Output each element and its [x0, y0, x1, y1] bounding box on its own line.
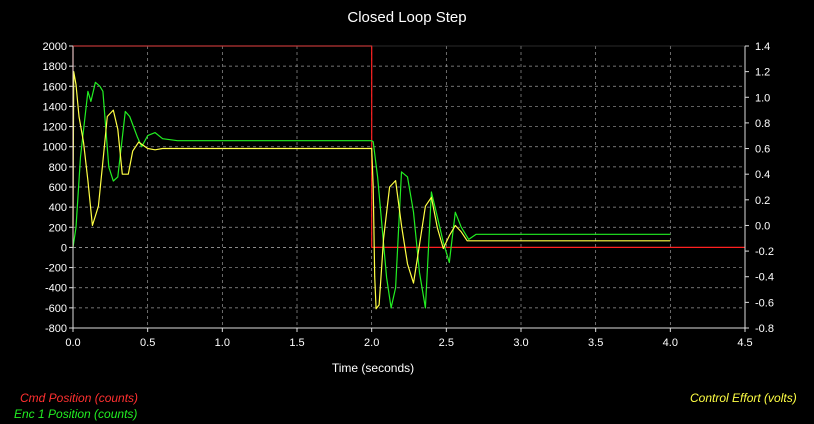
x-axis-label: Time (seconds) [331, 361, 415, 375]
y-left-tick-label: 1800 [43, 61, 67, 73]
tick-labels: 0.0 0.5 1.0 1.5 2.0 2.5 3.0 3.5 4.0 4.52000180016… [43, 41, 774, 349]
series-line-enc-1-position-counts [72, 81, 671, 309]
chart-title: Closed Loop Step [347, 9, 467, 26]
y-right-tick-label: -0.2 [755, 246, 774, 258]
x-tick-label: 1.5 [289, 337, 304, 349]
y-left-tick-label: 1400 [43, 101, 67, 113]
y-left-tick-label: -800 [45, 323, 67, 335]
y-right-tick-label: 0.2 [755, 195, 770, 207]
x-tick-label: 3.0 [513, 337, 528, 349]
x-tick-label: 1.0 [215, 337, 230, 349]
x-tick-label: 4.0 [663, 337, 678, 349]
y-left-tick-label: 1200 [43, 122, 67, 134]
y-left-tick-label: 800 [49, 162, 67, 174]
legend-enc1-position: Enc 1 Position (counts) [14, 407, 138, 421]
y-right-tick-label: 0.4 [755, 169, 770, 181]
x-tick-label: 2.5 [439, 337, 454, 349]
x-tick-label: 4.5 [737, 337, 752, 349]
y-right-tick-label: -0.4 [755, 272, 774, 284]
legend-control-effort: Control Effort (volts) [690, 391, 797, 405]
axes [69, 45, 749, 332]
y-left-tick-label: -200 [45, 263, 67, 275]
x-tick-label: 0.5 [140, 337, 155, 349]
y-right-tick-label: 0.8 [755, 118, 770, 130]
x-tick-label: 2.0 [364, 337, 379, 349]
y-right-tick-label: 1.2 [755, 67, 770, 79]
y-left-tick-label: 600 [49, 182, 67, 194]
y-left-tick-label: 2000 [43, 41, 67, 53]
y-left-tick-label: -600 [45, 303, 67, 315]
series-line-control-effort-volts [72, 70, 671, 310]
y-left-tick-label: 400 [49, 202, 67, 214]
y-right-tick-label: -0.6 [755, 297, 774, 309]
y-right-tick-label: -0.8 [755, 323, 774, 335]
x-tick-label: 3.5 [588, 337, 603, 349]
y-left-tick-label: 200 [49, 222, 67, 234]
x-tick-label: 0.0 [65, 337, 80, 349]
y-left-tick-label: 1000 [43, 142, 67, 154]
legend-cmd-position: Cmd Position (counts) [20, 391, 139, 405]
y-right-tick-label: 0.0 [755, 220, 770, 232]
y-right-tick-label: 0.6 [755, 144, 770, 156]
y-right-tick-label: 1.4 [755, 41, 770, 53]
y-left-tick-label: 1600 [43, 81, 67, 93]
y-left-tick-label: 0 [61, 242, 67, 254]
y-right-tick-label: 1.0 [755, 92, 770, 104]
y-left-tick-label: -400 [45, 283, 67, 295]
